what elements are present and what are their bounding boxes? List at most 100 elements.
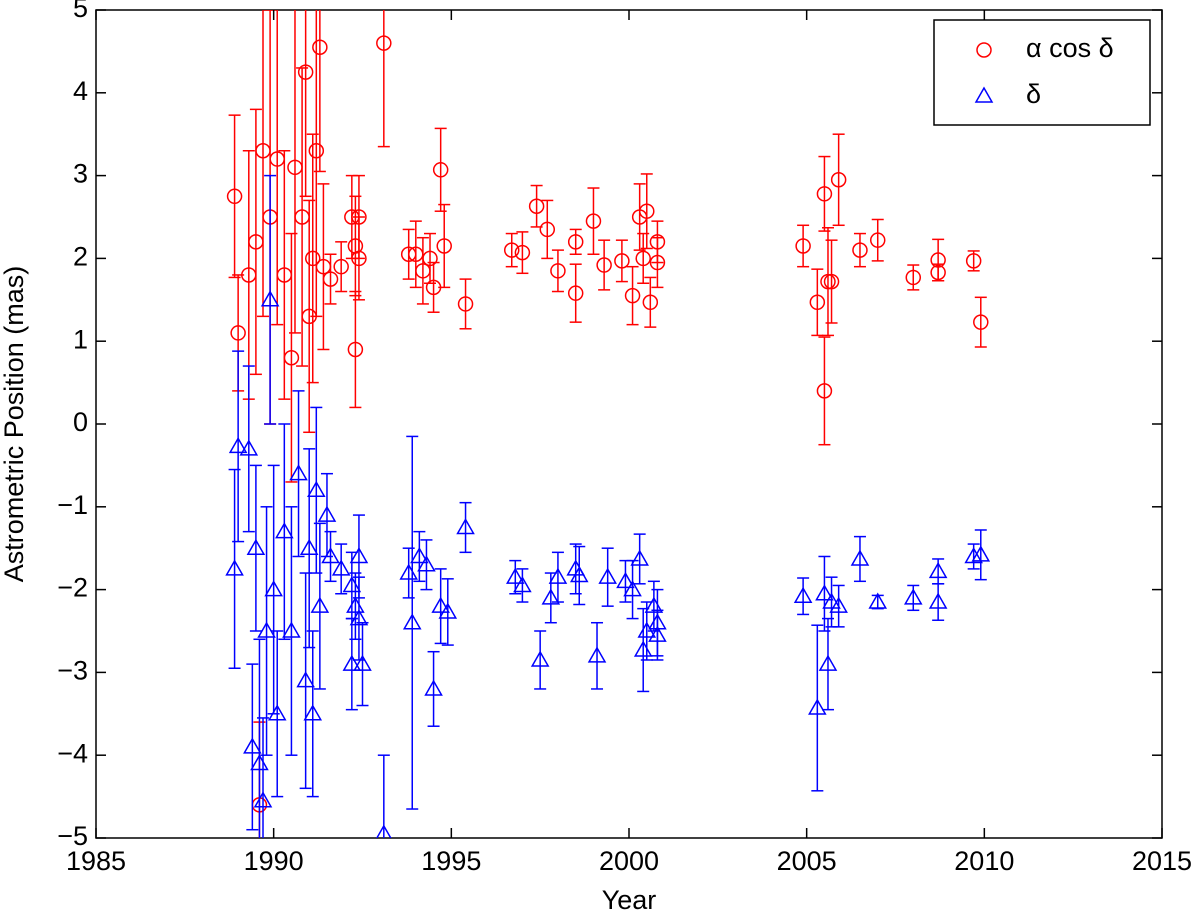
error-bar — [232, 350, 245, 543]
error-bar — [427, 261, 440, 313]
triangle-marker — [928, 592, 948, 609]
error-bar — [249, 464, 262, 632]
error-bar — [587, 187, 600, 256]
triangle-marker — [260, 290, 280, 307]
error-bar — [811, 624, 824, 792]
y-tick-label: −4 — [57, 738, 88, 768]
error-bar — [644, 276, 657, 328]
y-tick-label: −2 — [57, 573, 88, 603]
triangle-marker — [225, 559, 244, 576]
x-tick-label: 1990 — [244, 846, 304, 876]
error-bar — [811, 268, 824, 337]
error-bar — [601, 547, 614, 607]
x-tick-label: 2000 — [599, 846, 659, 876]
error-bar — [907, 264, 920, 291]
triangle-marker — [246, 538, 266, 555]
error-bar — [441, 578, 454, 646]
error-bar — [516, 231, 529, 275]
error-bar — [573, 545, 586, 606]
triangle-marker — [456, 517, 475, 535]
triangle-marker — [815, 584, 834, 601]
circle-marker — [457, 296, 474, 312]
circle-marker — [973, 314, 989, 330]
circle-marker — [514, 244, 531, 261]
triangle-marker — [307, 480, 326, 497]
error-bar — [651, 588, 664, 657]
error-bar — [242, 365, 255, 533]
triangle-marker — [264, 580, 283, 597]
triangle-marker — [971, 545, 991, 562]
triangle-marker — [530, 650, 550, 667]
error-bar — [541, 199, 554, 260]
error-bar — [615, 239, 628, 283]
marks-layer — [225, 10, 991, 838]
error-bar — [974, 296, 987, 348]
error-bar — [356, 621, 369, 707]
error-bar — [352, 216, 365, 301]
triangle-marker — [829, 596, 848, 613]
legend-label: α cos δ — [1026, 33, 1114, 63]
error-bar — [832, 584, 845, 628]
triangle-marker — [417, 555, 436, 572]
triangle-marker — [868, 592, 888, 609]
y-axis-label: Astrometric Position (mas) — [0, 266, 29, 583]
circle-marker — [567, 234, 584, 250]
error-bar — [253, 638, 266, 838]
triangle-marker — [506, 567, 525, 584]
triangle-marker — [349, 609, 369, 626]
error-bar — [324, 253, 337, 305]
triangle-marker — [431, 596, 450, 613]
triangle-marker — [569, 566, 589, 583]
circle-marker — [830, 171, 847, 188]
y-tick-label: 1 — [73, 324, 88, 354]
error-bar — [299, 10, 312, 198]
circle-marker — [795, 238, 811, 254]
triangle-marker — [228, 436, 248, 454]
circle-marker — [539, 221, 556, 238]
circle-marker — [333, 258, 349, 275]
error-bar — [335, 543, 348, 595]
error-bar — [264, 174, 277, 425]
y-tick-label: 2 — [73, 242, 88, 272]
error-bar — [633, 533, 646, 585]
circle-marker — [905, 269, 922, 286]
circle-marker — [432, 162, 449, 178]
error-bar — [324, 530, 337, 583]
triangle-marker — [275, 522, 294, 539]
circle-marker — [635, 250, 651, 267]
circle-marker — [639, 203, 655, 219]
circle-marker — [351, 250, 367, 267]
triangle-marker — [289, 464, 308, 481]
error-bar — [825, 239, 838, 324]
error-bar — [317, 183, 330, 351]
triangle-marker — [317, 505, 337, 522]
error-bar — [416, 236, 429, 305]
error-bar — [797, 224, 810, 268]
legend-box — [933, 19, 1151, 126]
circle-marker — [869, 232, 886, 248]
error-bar — [509, 559, 522, 595]
error-bar — [853, 232, 866, 268]
error-bar — [438, 203, 451, 289]
circle-marker — [550, 263, 566, 279]
triangle-marker — [637, 621, 657, 638]
circle-marker — [596, 257, 612, 273]
error-bar — [257, 10, 270, 318]
error-bar — [313, 522, 326, 690]
triangle-marker — [310, 596, 330, 613]
circle-marker — [308, 143, 325, 159]
triangle-marker — [424, 679, 443, 696]
circle-marker — [965, 253, 982, 269]
y-tick-label: −3 — [57, 656, 88, 686]
circle-marker — [283, 350, 300, 366]
triangle-marker — [818, 654, 838, 671]
error-bar — [459, 278, 472, 330]
error-bar — [932, 583, 945, 621]
error-bar — [534, 630, 547, 690]
error-bar — [797, 577, 810, 616]
circle-marker — [422, 250, 438, 267]
circle-marker — [930, 264, 946, 281]
y-tick-label: −1 — [57, 490, 88, 520]
circle-marker — [297, 64, 314, 80]
circle-marker — [528, 198, 545, 214]
